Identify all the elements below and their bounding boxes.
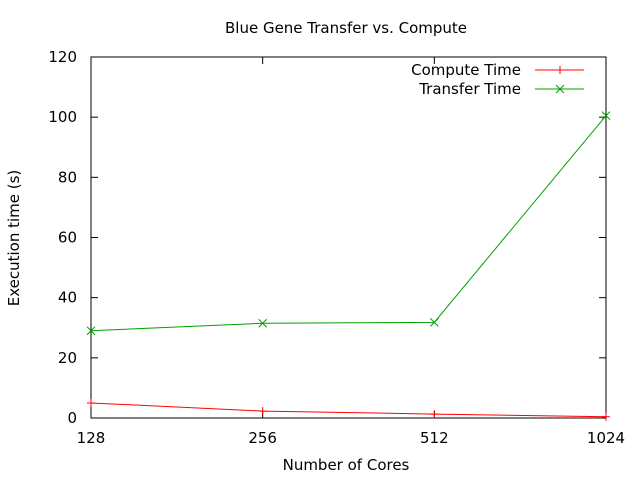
plot-frame (90, 56, 607, 419)
data-point-compute-time (602, 412, 610, 421)
data-point-transfer-time (601, 111, 611, 121)
y-tick-label: 20 (58, 349, 77, 367)
data-point-compute-time (430, 410, 439, 419)
legend-marker (556, 66, 564, 74)
x-tick-label: 256 (248, 429, 277, 447)
x-tick-label: 1024 (587, 429, 625, 447)
x-tick-label: 128 (77, 429, 106, 447)
x-axis-label: Number of Cores (283, 456, 410, 474)
data-point-compute-time (258, 407, 267, 416)
legend-label: Transfer Time (418, 80, 521, 98)
series-transfer-time (86, 111, 611, 336)
series-line-compute-time (90, 402, 607, 418)
legend-label: Compute Time (411, 61, 521, 79)
y-tick-label: 40 (58, 289, 77, 307)
data-point-transfer-time (429, 317, 439, 327)
chart-title: Blue Gene Transfer vs. Compute (225, 19, 467, 37)
y-tick-label: 100 (48, 108, 77, 126)
series-compute-time (87, 398, 610, 421)
y-tick-label: 120 (48, 48, 77, 66)
series-line-transfer-time (90, 115, 607, 332)
legend-marker (555, 84, 565, 94)
x-tick-label: 512 (420, 429, 449, 447)
y-tick-label: 80 (58, 168, 77, 186)
y-tick-label: 60 (58, 229, 77, 247)
data-point-compute-time (87, 398, 95, 407)
axes: 0 20 40 60 80 100 120 128 256 512 1024 (48, 48, 625, 447)
series-lines (86, 111, 611, 421)
y-axis-label: Execution time (s) (5, 170, 23, 307)
data-point-transfer-time (86, 326, 96, 336)
y-tick-label: 0 (67, 409, 77, 427)
data-point-transfer-time (258, 318, 268, 328)
